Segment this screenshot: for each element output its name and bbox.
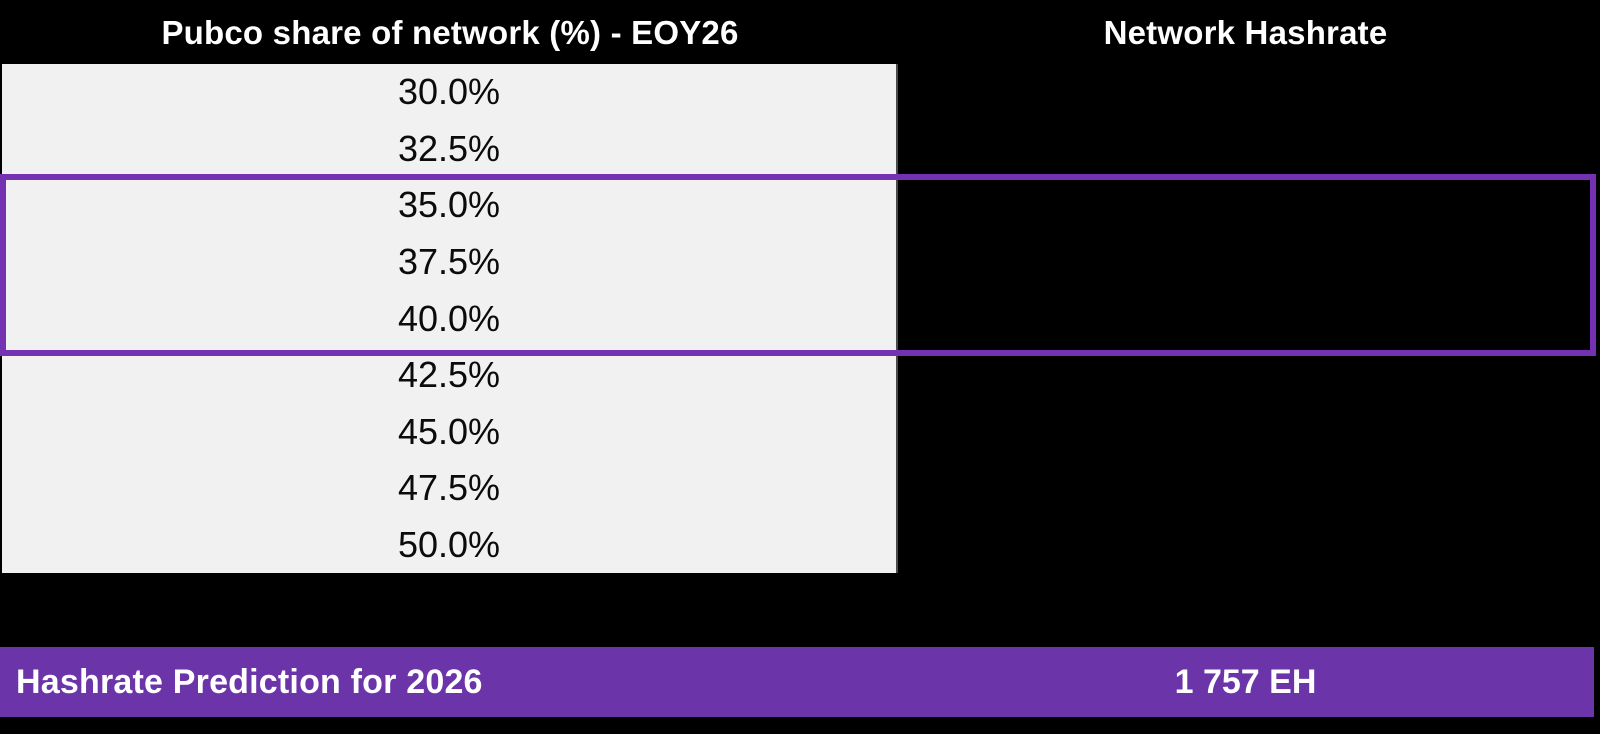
share-cell[interactable]: 45.0% [397,410,501,452]
share-cell[interactable]: 37.5% [397,240,501,282]
share-cell[interactable]: 32.5% [397,127,501,169]
share-cell[interactable]: 30.0% [397,71,501,113]
prediction-label: Hashrate Prediction for 2026 [16,662,483,701]
share-cell[interactable]: 42.5% [397,354,501,396]
prediction-footer: Hashrate Prediction for 2026 1 757 EH [0,647,1594,717]
share-cell[interactable]: 35.0% [397,184,501,226]
share-cell[interactable]: 40.0% [397,297,501,339]
share-cell[interactable]: 47.5% [397,467,501,509]
share-rows: 30.0% 32.5% 35.0% 37.5% 40.0% 42.5% 45.0% 47.5%… [2,64,898,573]
share-cell[interactable]: 50.0% [397,523,501,565]
network-hashrate-header: Network Hashrate [1103,14,1388,51]
pubco-share-header: Pubco share of network (%) - EOY26 [161,14,739,51]
prediction-value: 1 757 EH [1174,662,1317,701]
